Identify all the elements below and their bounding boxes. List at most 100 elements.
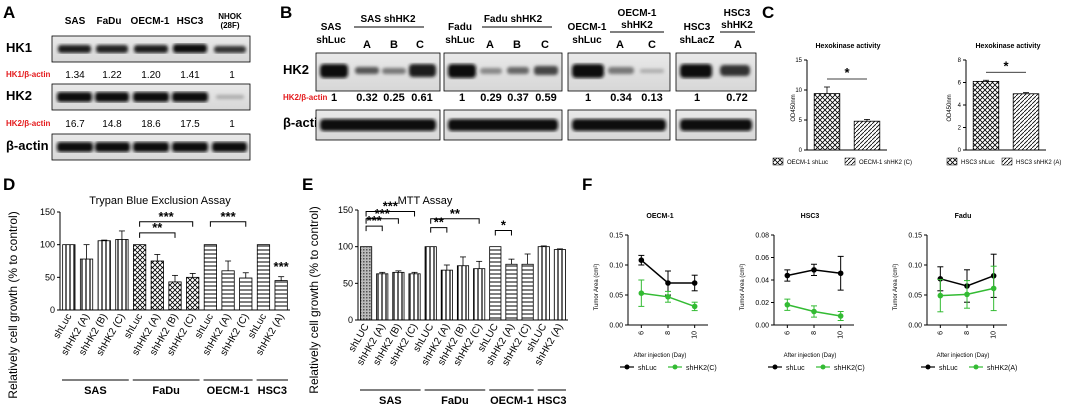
significance-label: ** (434, 215, 445, 230)
chart-e: MTT Assay Relatively cell growth (% to c… (307, 195, 568, 407)
plot-area: 0.00 0.05 0.10 0.15 6 8 10 (908, 232, 1007, 339)
y-axis-title: OD450nm (791, 94, 797, 121)
x-tick-label: 6 (638, 331, 645, 335)
y-tick-label: 15 (795, 58, 802, 64)
control-label: Fadu (448, 22, 472, 33)
ratio-label-hk2: HK2/β-actin (6, 119, 51, 128)
ratio-value: 1 (331, 92, 337, 104)
panel-letter-e: E (302, 175, 313, 194)
bar (115, 239, 129, 311)
shrna-letter: A (734, 39, 742, 51)
blot-row-label-hk2: HK2 (6, 88, 32, 103)
chart-title: Hexokinase activity (816, 43, 881, 50)
y-axis-title: OD450nm (947, 94, 953, 121)
ratio-value: 1.20 (141, 70, 161, 81)
data-point (665, 294, 671, 300)
ratio-value: 0.29 (480, 92, 501, 104)
legend-label: OECM-1 shHK2 (C) (859, 160, 912, 166)
bar (853, 120, 881, 151)
data-point (811, 308, 817, 315)
y-tick-label: 5 (799, 118, 803, 124)
y-axis-title: Relatively cell growth (% to control) (6, 211, 20, 398)
ratio-value: 0.59 (535, 92, 556, 104)
group-label: OECM-1 (207, 385, 250, 397)
legend-label: OECM-1 shLuc (787, 160, 828, 166)
data-point (691, 303, 698, 310)
x-axis-title: After injection (Day) (784, 353, 837, 359)
group-label: FaDu (152, 385, 180, 397)
data-point (937, 276, 944, 282)
y-tick-label: 0.00 (755, 322, 769, 329)
ratio-label-hk1: HK1/β-actin (6, 70, 51, 79)
chart-title: Fadu (955, 213, 972, 220)
panel-letter-a: A (3, 3, 15, 22)
control-label: shLuc (316, 35, 346, 46)
legend-label: shLuc (638, 365, 657, 372)
group-title: OECM-1 (618, 8, 657, 19)
y-tick-label: 100 (40, 240, 55, 250)
lane-label: OECM-1 (131, 16, 170, 27)
shrna-letter: C (648, 39, 656, 51)
significance-label: ** (450, 206, 461, 221)
bar (150, 260, 164, 311)
significance-label: *** (375, 206, 391, 221)
significance-bracket (365, 225, 383, 232)
control-label: OECM-1 (568, 22, 607, 33)
shrna-letter: A (363, 39, 371, 51)
bar (62, 244, 76, 311)
bar (186, 276, 200, 311)
significance-bracket (365, 218, 399, 224)
legend-label: HSC3 shHK2 (A) (1016, 160, 1061, 166)
x-axis-title: After injection (Day) (937, 353, 990, 359)
data-point (784, 301, 791, 308)
data-point (811, 267, 817, 273)
chart-f1: OECM-1 Tumor Area (cm²) After injection … (594, 213, 717, 372)
legend-label: shLuc (939, 365, 958, 372)
y-tick-label: 0.10 (908, 262, 922, 269)
y-tick-label: 0 (348, 315, 353, 325)
data-point (784, 272, 791, 279)
bar (489, 246, 502, 321)
ratio-value: 1 (585, 92, 591, 104)
significance-label: *** (220, 209, 236, 224)
y-tick-label: 0.02 (755, 300, 769, 307)
bar (256, 244, 271, 311)
ratio-value: 14.8 (102, 119, 122, 130)
bar (221, 270, 235, 311)
chart-f3: Fadu Tumor Area (cm²) After injection (D… (893, 213, 1017, 372)
y-axis-title: Relatively cell growth (% to control) (307, 206, 321, 393)
chart-f2: HSC3 Tumor Area (cm²) After injection (D… (740, 213, 865, 372)
group-label: OECM-1 (490, 395, 533, 407)
significance-label: ** (152, 220, 163, 235)
x-axis-title: After injection (Day) (634, 353, 687, 359)
bar (239, 277, 253, 311)
shrna-letter: B (390, 39, 398, 51)
y-tick-label: 8 (958, 58, 962, 64)
y-tick-label: 0.00 (908, 322, 922, 329)
lane-label: (28F) (220, 21, 239, 30)
y-tick-label: 150 (40, 207, 55, 217)
chart-c1: Hexokinase activity OD450nm 0 5 10 15 * OECM… (772, 43, 912, 166)
svg-text:Tumor Area (cm²): Tumor Area (cm²) (740, 264, 746, 311)
bar (521, 263, 534, 321)
ratio-value: 1.34 (65, 70, 85, 81)
significance-bracket (139, 221, 194, 227)
bar (376, 273, 389, 321)
blot-a: SAS FaDu OECM-1 HSC3 NHOK (28F) HK1 HK1/… (6, 12, 251, 161)
chart-d: Trypan Blue Exclusion Assay Relatively c… (6, 195, 290, 399)
y-tick-label: 0 (958, 148, 962, 154)
bar (408, 273, 421, 321)
panel-letter-b: B (280, 3, 292, 22)
y-tick-label: 0.10 (609, 262, 623, 269)
control-label: SAS (321, 22, 342, 33)
shrna-letter: C (416, 39, 424, 51)
significance-label: * (1003, 58, 1009, 73)
y-tick-label: 0.04 (755, 277, 769, 284)
bar (392, 271, 405, 321)
significance-label: *** (367, 213, 383, 228)
y-tick-label: 0.00 (609, 322, 623, 329)
ratio-value: 18.6 (141, 119, 161, 130)
svg-text:Relatively cell growth (% to c: Relatively cell growth (% to control) (6, 211, 20, 398)
